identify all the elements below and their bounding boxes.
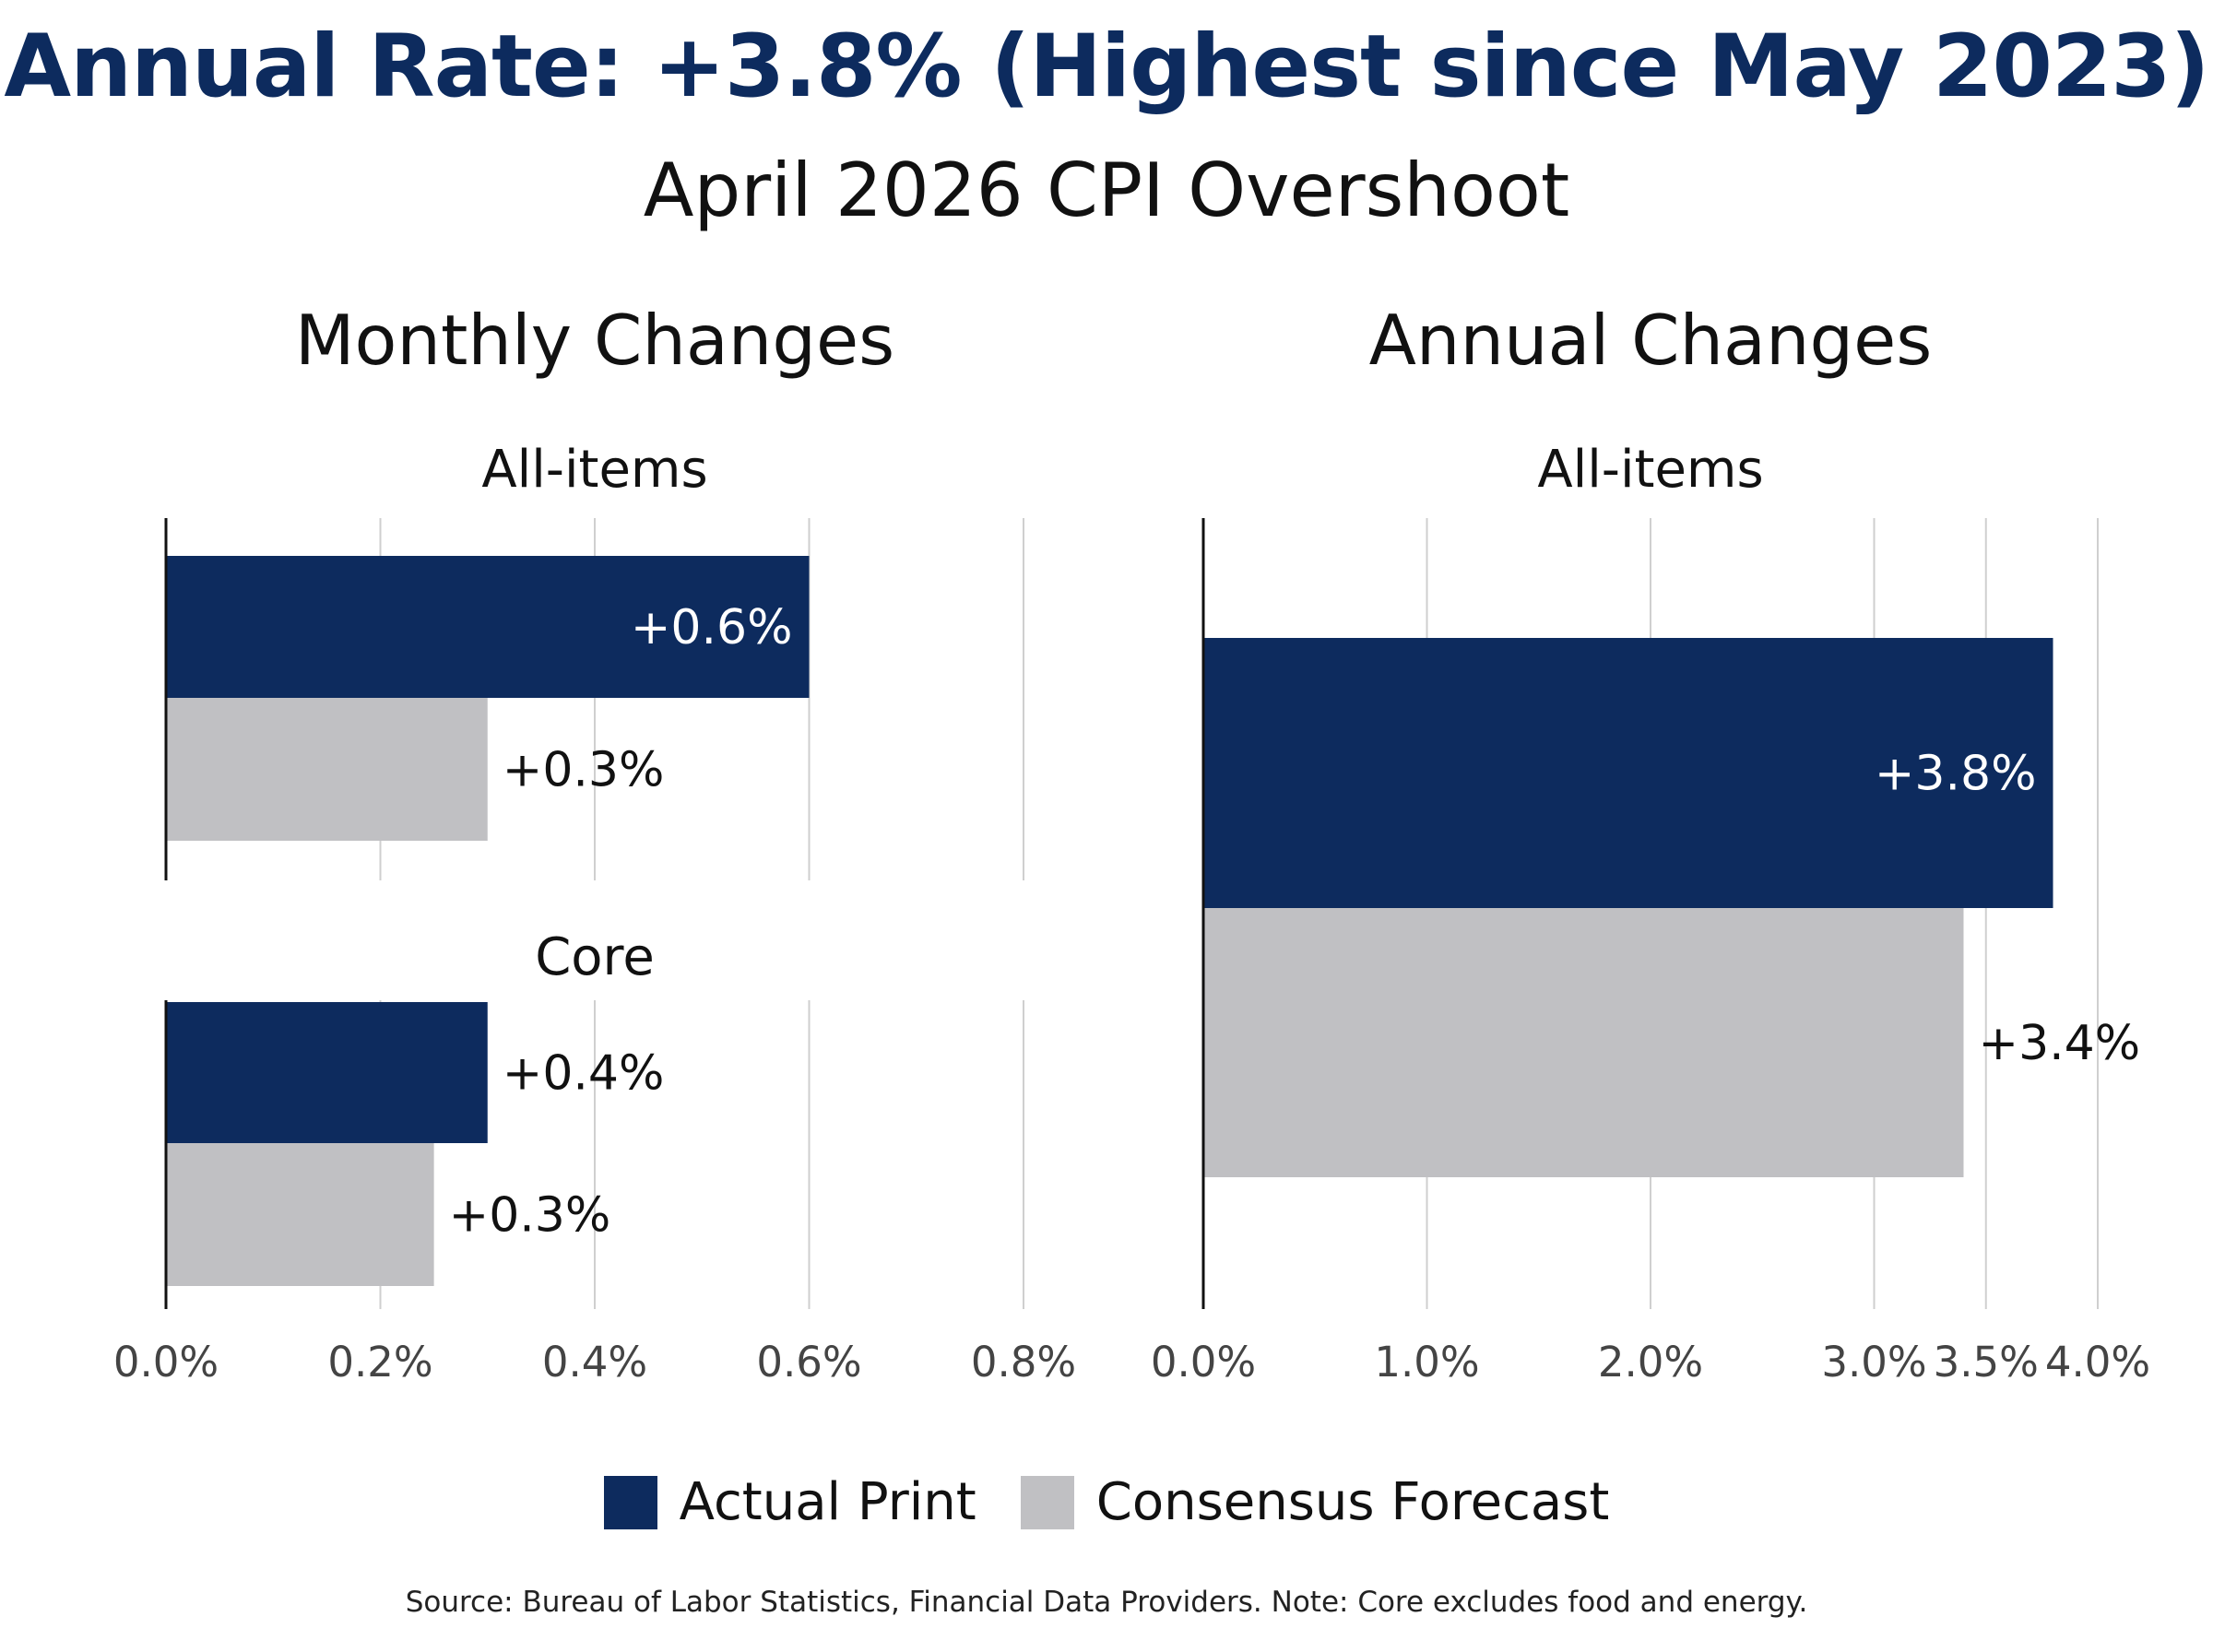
chart-title: Annual Rate: +3.8% (Highest since May 20… xyxy=(4,17,2209,117)
tick-label: 4.0% xyxy=(2045,1338,2150,1386)
bar-forecast xyxy=(166,1143,434,1286)
source-note: Source: Bureau of Labor Statistics, Fina… xyxy=(405,1586,1808,1619)
bar-actual xyxy=(166,1002,488,1143)
tick-label: 2.0% xyxy=(1598,1338,1703,1386)
tick-label: 0.0% xyxy=(1151,1338,1256,1386)
legend-item-actual: Actual Print xyxy=(603,1472,976,1532)
data-label-actual: +0.4% xyxy=(503,1046,665,1102)
data-label-actual: +3.8% xyxy=(1875,747,2037,802)
chart-subtitle: April 2026 CPI Overshoot xyxy=(643,148,1570,233)
legend-label-actual: Actual Print xyxy=(679,1472,976,1532)
legend-swatch-actual xyxy=(603,1475,657,1529)
tick-label: 0.0% xyxy=(113,1338,219,1386)
tick-label: 3.0% xyxy=(1821,1338,1926,1386)
group-label: All-items xyxy=(1537,440,1763,500)
tick-label: 0.8% xyxy=(971,1338,1076,1386)
bar-forecast xyxy=(166,698,488,841)
group-label: All-items xyxy=(481,440,707,500)
legend-label-forecast: Consensus Forecast xyxy=(1095,1472,1610,1532)
bar-actual xyxy=(166,556,810,698)
tick-label: 0.2% xyxy=(327,1338,432,1386)
bar-actual xyxy=(1203,638,2053,908)
panel-title: Annual Changes xyxy=(1369,300,1933,381)
data-label-actual: +0.6% xyxy=(631,600,793,655)
bar-forecast xyxy=(1203,908,1964,1177)
legend: Actual Print Consensus Forecast xyxy=(0,1472,2213,1532)
tick-label: 0.4% xyxy=(542,1338,647,1386)
legend-item-forecast: Consensus Forecast xyxy=(1020,1472,1610,1532)
data-label-forecast: +0.3% xyxy=(503,743,665,798)
data-label-forecast: +3.4% xyxy=(1979,1016,2141,1071)
tick-label: 3.5% xyxy=(1934,1338,2039,1386)
tick-label: 0.6% xyxy=(756,1338,861,1386)
data-label-forecast: +0.3% xyxy=(449,1188,611,1244)
group-label: Core xyxy=(535,927,655,987)
tick-label: 1.0% xyxy=(1374,1338,1479,1386)
panel-title: Monthly Changes xyxy=(295,300,894,381)
legend-swatch-forecast xyxy=(1020,1475,1074,1529)
